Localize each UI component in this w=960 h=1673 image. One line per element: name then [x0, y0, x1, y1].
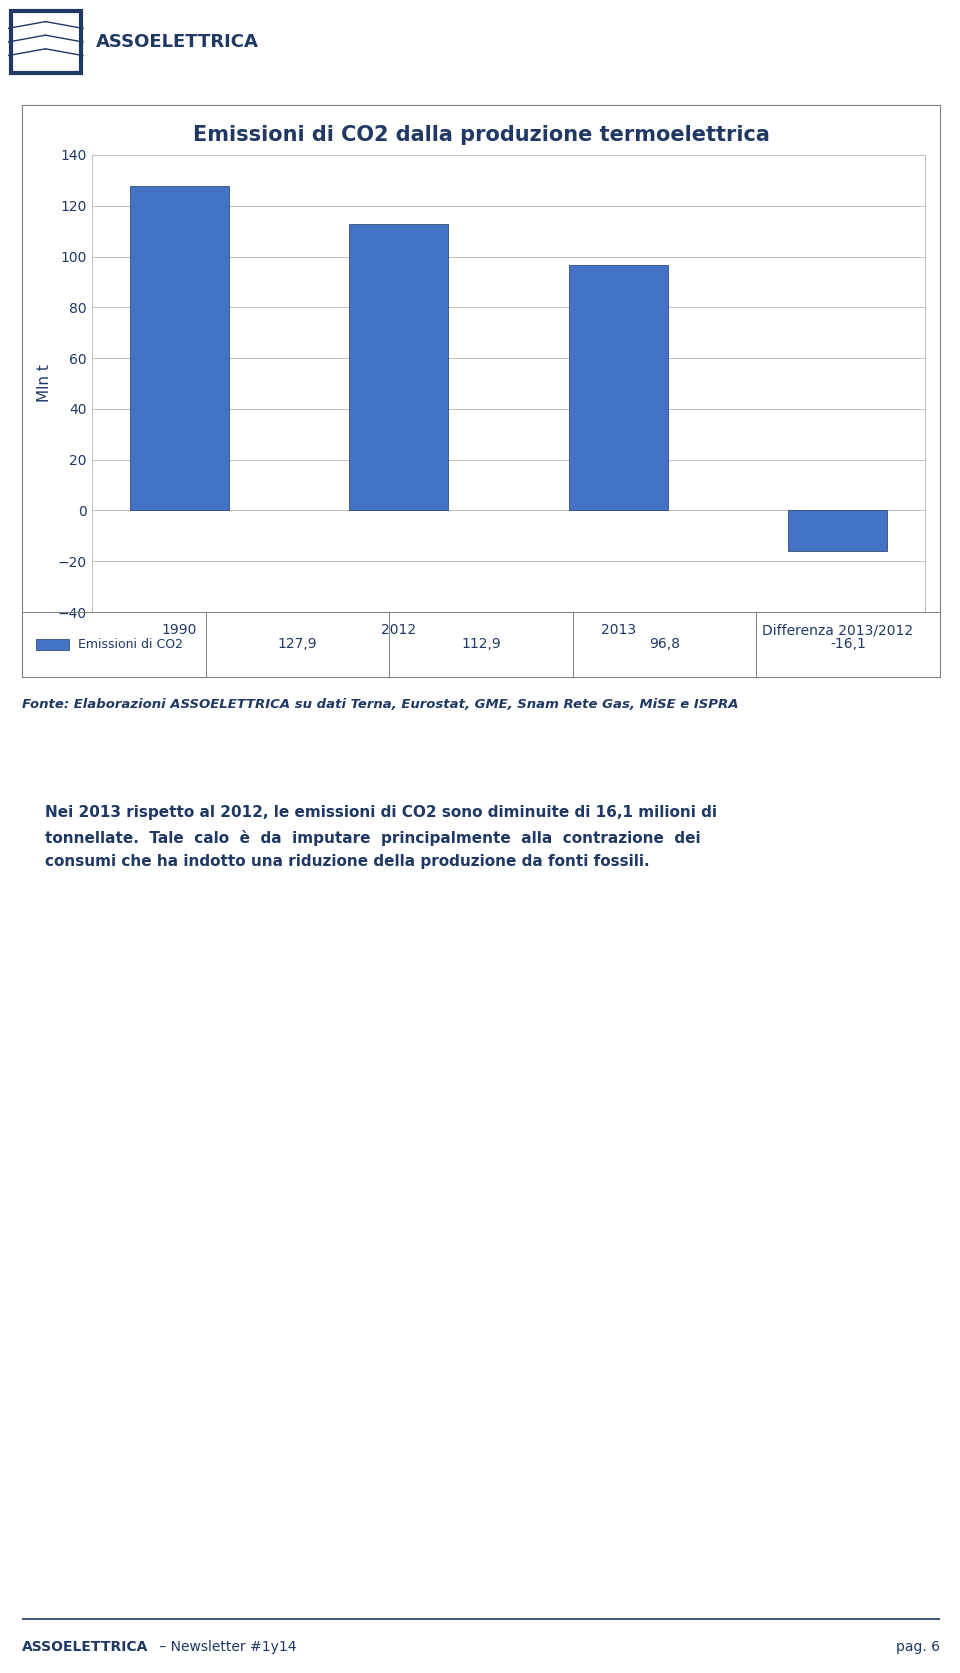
Text: Fonte: Elaborazioni ASSOELETTRICA su dati Terna, Eurostat, GME, Snam Rete Gas, M: Fonte: Elaborazioni ASSOELETTRICA su dat… — [22, 698, 738, 711]
Text: ASSOELETTRICA: ASSOELETTRICA — [22, 1640, 149, 1655]
Text: -16,1: -16,1 — [830, 637, 866, 651]
Text: Emissioni di CO2 dalla produzione termoelettrica: Emissioni di CO2 dalla produzione termoe… — [193, 125, 769, 146]
Bar — [569, 264, 667, 510]
Text: 127,9: 127,9 — [277, 637, 317, 651]
Bar — [11, 12, 81, 72]
Text: Nei 2013 rispetto al 2012, le emissioni di CO2 sono diminuite di 16,1 milioni di: Nei 2013 rispetto al 2012, le emissioni … — [45, 805, 717, 868]
Text: ASSOELETTRICA: ASSOELETTRICA — [95, 33, 258, 50]
Text: 112,9: 112,9 — [461, 637, 501, 651]
Text: 96,8: 96,8 — [649, 637, 680, 651]
Bar — [130, 186, 228, 510]
Y-axis label: Mln t: Mln t — [36, 365, 52, 403]
Bar — [36, 639, 69, 651]
Text: pag. 6: pag. 6 — [896, 1640, 940, 1655]
Bar — [11, 12, 81, 72]
Bar — [788, 510, 887, 552]
Text: – Newsletter #1y14: – Newsletter #1y14 — [156, 1640, 297, 1655]
Bar — [349, 224, 448, 510]
Text: Emissioni di CO2: Emissioni di CO2 — [78, 637, 183, 651]
